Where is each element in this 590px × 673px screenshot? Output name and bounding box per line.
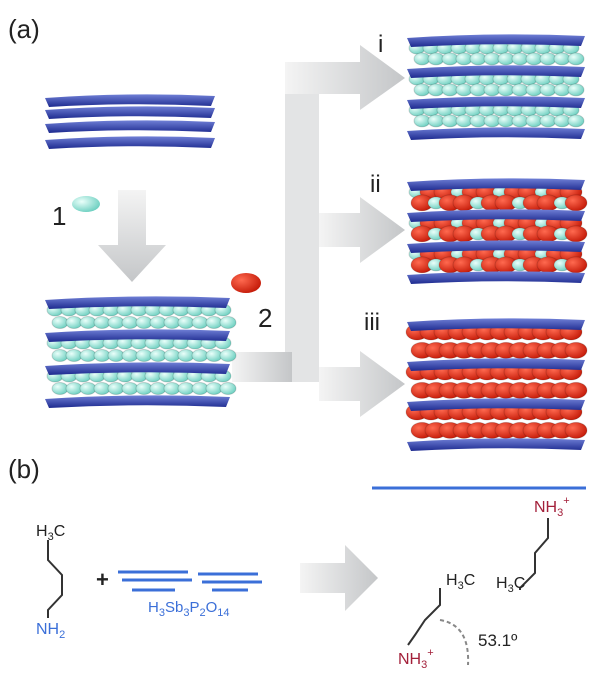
guest-molecule: [565, 257, 587, 273]
sheet: [407, 438, 585, 451]
sheet: [45, 94, 215, 107]
guest-molecule: [565, 382, 587, 398]
down-arrow: [98, 190, 166, 282]
sheet: [407, 271, 585, 284]
host-formula: H3Sb3P2O14: [148, 599, 230, 619]
sheet: [45, 120, 215, 133]
text: NH: [36, 621, 59, 638]
subscript: 2: [59, 629, 65, 641]
arrow-iii: [319, 351, 405, 417]
step-label: 1: [52, 201, 66, 231]
subscript: 14: [217, 607, 229, 619]
step-label: 2: [258, 303, 272, 333]
guest-molecule: [220, 317, 236, 329]
text: H: [446, 572, 458, 589]
sheet: [407, 127, 585, 140]
sheet: [45, 395, 230, 408]
product-label: i: [378, 31, 383, 58]
chem-label: H3C: [496, 575, 525, 595]
superscript: +: [427, 647, 433, 659]
branch-bar: [285, 62, 319, 382]
text: NH: [398, 651, 421, 668]
arrow-ii: [319, 197, 405, 263]
text: H: [496, 575, 508, 592]
cyan-guest: [72, 196, 100, 212]
chem-label: H3C: [446, 572, 475, 592]
text: C: [54, 523, 66, 540]
angle-label: 53.1º: [478, 631, 517, 650]
text: Sb: [165, 599, 183, 616]
figure: (a) 1 2 i ii iii (b) H3C NH2 + H3Sb3P2O1…: [0, 0, 590, 673]
text: P: [189, 599, 199, 616]
guest-molecule: [565, 342, 587, 358]
host-sheets: [118, 572, 262, 590]
chem-label: NH3+: [398, 647, 434, 671]
red-guest: [231, 273, 261, 293]
guest-molecule: [565, 422, 587, 438]
text: H: [36, 523, 48, 540]
text: O: [206, 599, 218, 616]
sheet: [45, 136, 215, 149]
text: C: [464, 572, 476, 589]
panel-label: (b): [8, 454, 40, 484]
guest-molecule: [220, 383, 236, 395]
product-label: ii: [370, 171, 381, 198]
superscript: +: [563, 495, 569, 507]
product-label: iii: [364, 309, 380, 336]
text: H: [148, 599, 159, 616]
subscript: 3: [421, 659, 427, 671]
arrow-b: [300, 545, 378, 611]
bonds: [48, 518, 548, 665]
subscript: 3: [557, 507, 563, 519]
text: NH: [534, 499, 557, 516]
guest-molecule: [568, 53, 584, 65]
text: C: [514, 575, 526, 592]
guest-molecule: [568, 84, 584, 96]
chem-label: H3C: [36, 523, 65, 543]
guest-molecule: [220, 350, 236, 362]
guest-molecule: [568, 115, 584, 127]
panel-label: (a): [8, 14, 40, 44]
chem-label: NH3+: [534, 495, 570, 519]
guest-molecule: [565, 195, 587, 211]
plus: +: [96, 567, 109, 592]
guest-molecule: [565, 226, 587, 242]
feed-arrow: [232, 352, 292, 382]
sheet: [45, 106, 215, 119]
chem-label: NH2: [36, 621, 65, 641]
